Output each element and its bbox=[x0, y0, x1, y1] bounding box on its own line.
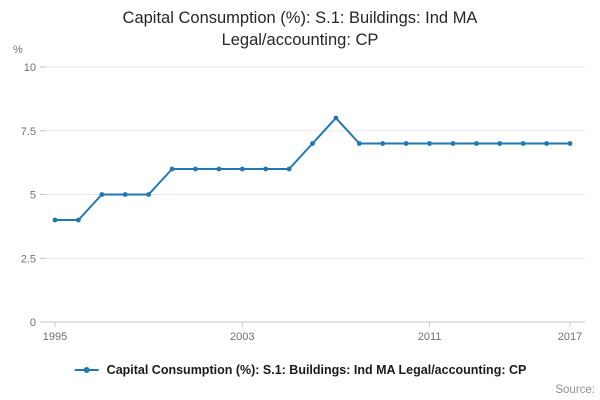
legend-label: Capital Consumption (%): S.1: Buildings:… bbox=[106, 363, 527, 377]
svg-text:2017: 2017 bbox=[558, 331, 582, 343]
chart-title-line1: Capital Consumption (%): S.1: Buildings:… bbox=[122, 9, 478, 27]
y-axis-unit-label: % bbox=[13, 44, 23, 56]
line-chart-plot: 0 2.5 5 7.5 10 1995 2003 2011 2017 bbox=[21, 62, 585, 343]
svg-text:5: 5 bbox=[30, 190, 36, 202]
svg-text:0: 0 bbox=[30, 317, 36, 329]
svg-text:2003: 2003 bbox=[230, 331, 254, 343]
legend-item[interactable]: Capital Consumption (%): S.1: Buildings:… bbox=[74, 363, 527, 377]
svg-text:7.5: 7.5 bbox=[21, 126, 36, 138]
svg-text:10: 10 bbox=[24, 62, 36, 74]
chart-title-line2: Legal/accounting: CP bbox=[221, 31, 379, 50]
chart-title: Capital Consumption (%): S.1: Buildings:… bbox=[0, 7, 600, 52]
legend-line-marker-icon bbox=[74, 367, 99, 373]
source-label: Source: bbox=[555, 384, 595, 396]
svg-text:2.5: 2.5 bbox=[21, 253, 36, 265]
svg-text:2011: 2011 bbox=[418, 331, 442, 343]
svg-text:1995: 1995 bbox=[43, 331, 67, 343]
